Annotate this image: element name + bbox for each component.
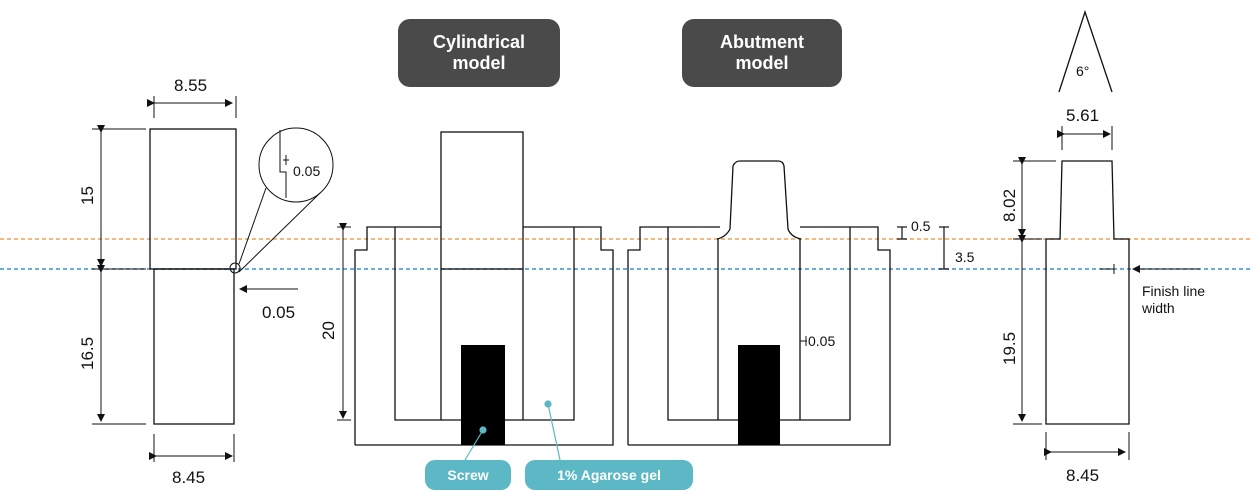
cylindrical-model-title: Cylindrical model xyxy=(398,19,560,87)
detail-gap-label: 0.05 xyxy=(293,163,320,179)
rim-step-label: 0.5 xyxy=(911,218,931,234)
tag-pointers xyxy=(464,400,561,461)
abutment-model-title: Abutment model xyxy=(682,19,842,87)
screw-tag-text: Screw xyxy=(447,467,489,483)
finish-line-label: Finish line width xyxy=(1141,283,1209,316)
holder-height-label: 20 xyxy=(319,321,338,340)
cyl-bottom-width-label: 8.45 xyxy=(172,468,205,487)
cyl-upper-height-label: 15 xyxy=(78,186,97,205)
cylindrical-model-assembly xyxy=(354,131,614,446)
rim-step-dimension xyxy=(897,226,949,270)
abutment-specimen xyxy=(1045,9,1130,425)
finish-depth-label: 3.5 xyxy=(955,249,975,265)
abutment-dimension-lines xyxy=(1013,126,1200,460)
screw-abutment xyxy=(738,345,780,445)
screw-tag: Screw xyxy=(425,460,511,490)
socket-gap-dimension xyxy=(800,336,807,346)
abutment-title-text: Abutment model xyxy=(720,32,804,73)
agarose-tag-text: 1% Agarose gel xyxy=(557,467,661,483)
abut-top-width-label: 5.61 xyxy=(1066,106,1099,125)
cylindrical-title-text: Cylindrical model xyxy=(432,32,526,73)
abut-bottom-width-label: 8.45 xyxy=(1066,466,1099,485)
agarose-tag: 1% Agarose gel xyxy=(525,460,693,490)
cyl-step-gap-label: 0.05 xyxy=(262,303,295,322)
cylinder-dimension-lines xyxy=(92,96,334,462)
cylinder-specimen xyxy=(149,128,237,425)
cyl-top-width-label: 8.55 xyxy=(174,76,207,95)
abut-lower-height-label: 19.5 xyxy=(1000,332,1019,365)
taper-angle-label: 6° xyxy=(1076,63,1089,79)
abut-upper-height-label: 8.02 xyxy=(1000,189,1019,222)
cyl-lower-height-label: 16.5 xyxy=(78,337,97,370)
socket-gap-label: 0.05 xyxy=(808,333,835,349)
holder-height-dimension xyxy=(337,223,351,421)
